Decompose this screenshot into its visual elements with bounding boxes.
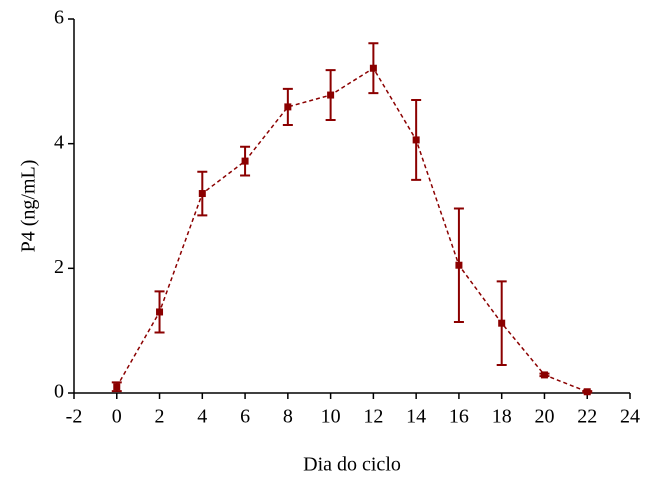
x-tick-label: -2: [66, 406, 83, 428]
marker: [455, 261, 463, 269]
marker: [327, 91, 335, 99]
marker: [540, 371, 548, 379]
y-tick-label: 0: [54, 381, 64, 403]
x-tick-label: 14: [406, 406, 426, 428]
x-tick-label: 18: [492, 406, 512, 428]
marker: [583, 388, 591, 396]
x-tick-label: 20: [534, 406, 554, 428]
marker: [498, 319, 506, 327]
x-tick-label: 2: [155, 406, 165, 428]
x-tick-label: 4: [197, 406, 207, 428]
y-tick-label: 6: [54, 7, 64, 29]
x-tick-label: 10: [321, 406, 341, 428]
marker: [198, 190, 206, 198]
x-tick-label: 22: [577, 406, 597, 428]
data-line: [116, 67, 588, 393]
x-tick-label: 24: [620, 406, 640, 428]
marker: [156, 308, 164, 316]
x-tick-label: 12: [363, 406, 383, 428]
marker: [241, 157, 249, 165]
x-tick-label: 8: [283, 406, 293, 428]
marker: [113, 383, 121, 391]
x-tick-label: 6: [240, 406, 250, 428]
y-tick-label: 2: [54, 256, 64, 278]
marker: [284, 103, 292, 111]
y-axis-label: P4 (ng/mL): [18, 160, 40, 253]
y-tick-label: 4: [54, 131, 64, 153]
x-axis-label: Dia do ciclo: [303, 454, 401, 476]
marker: [369, 64, 377, 72]
x-tick-label: 0: [112, 406, 122, 428]
marker: [412, 136, 420, 144]
x-tick-label: 16: [449, 406, 469, 428]
